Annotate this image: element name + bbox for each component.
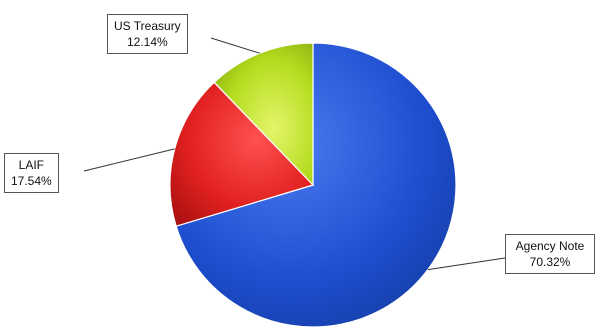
slice-label-agency-note: Agency Note 70.32% <box>505 234 595 274</box>
slice-value: 17.54% <box>11 174 52 188</box>
leader-line-agency-note <box>427 257 506 271</box>
slice-name: Agency Note <box>515 239 585 253</box>
slice-laif <box>169 81 315 227</box>
slice-name: US Treasury <box>114 19 181 33</box>
slice-value: 12.14% <box>126 35 168 49</box>
slice-name: LAIF <box>18 158 45 172</box>
slice-label-us-treasury: US Treasury 12.14% <box>107 14 188 54</box>
slice-label-laif: LAIF 17.54% <box>4 153 59 193</box>
leader-line-laif <box>83 148 175 172</box>
slice-value: 70.32% <box>529 255 571 269</box>
slice-us-treasury <box>213 42 314 187</box>
leader-line-us-treasury <box>210 37 260 54</box>
